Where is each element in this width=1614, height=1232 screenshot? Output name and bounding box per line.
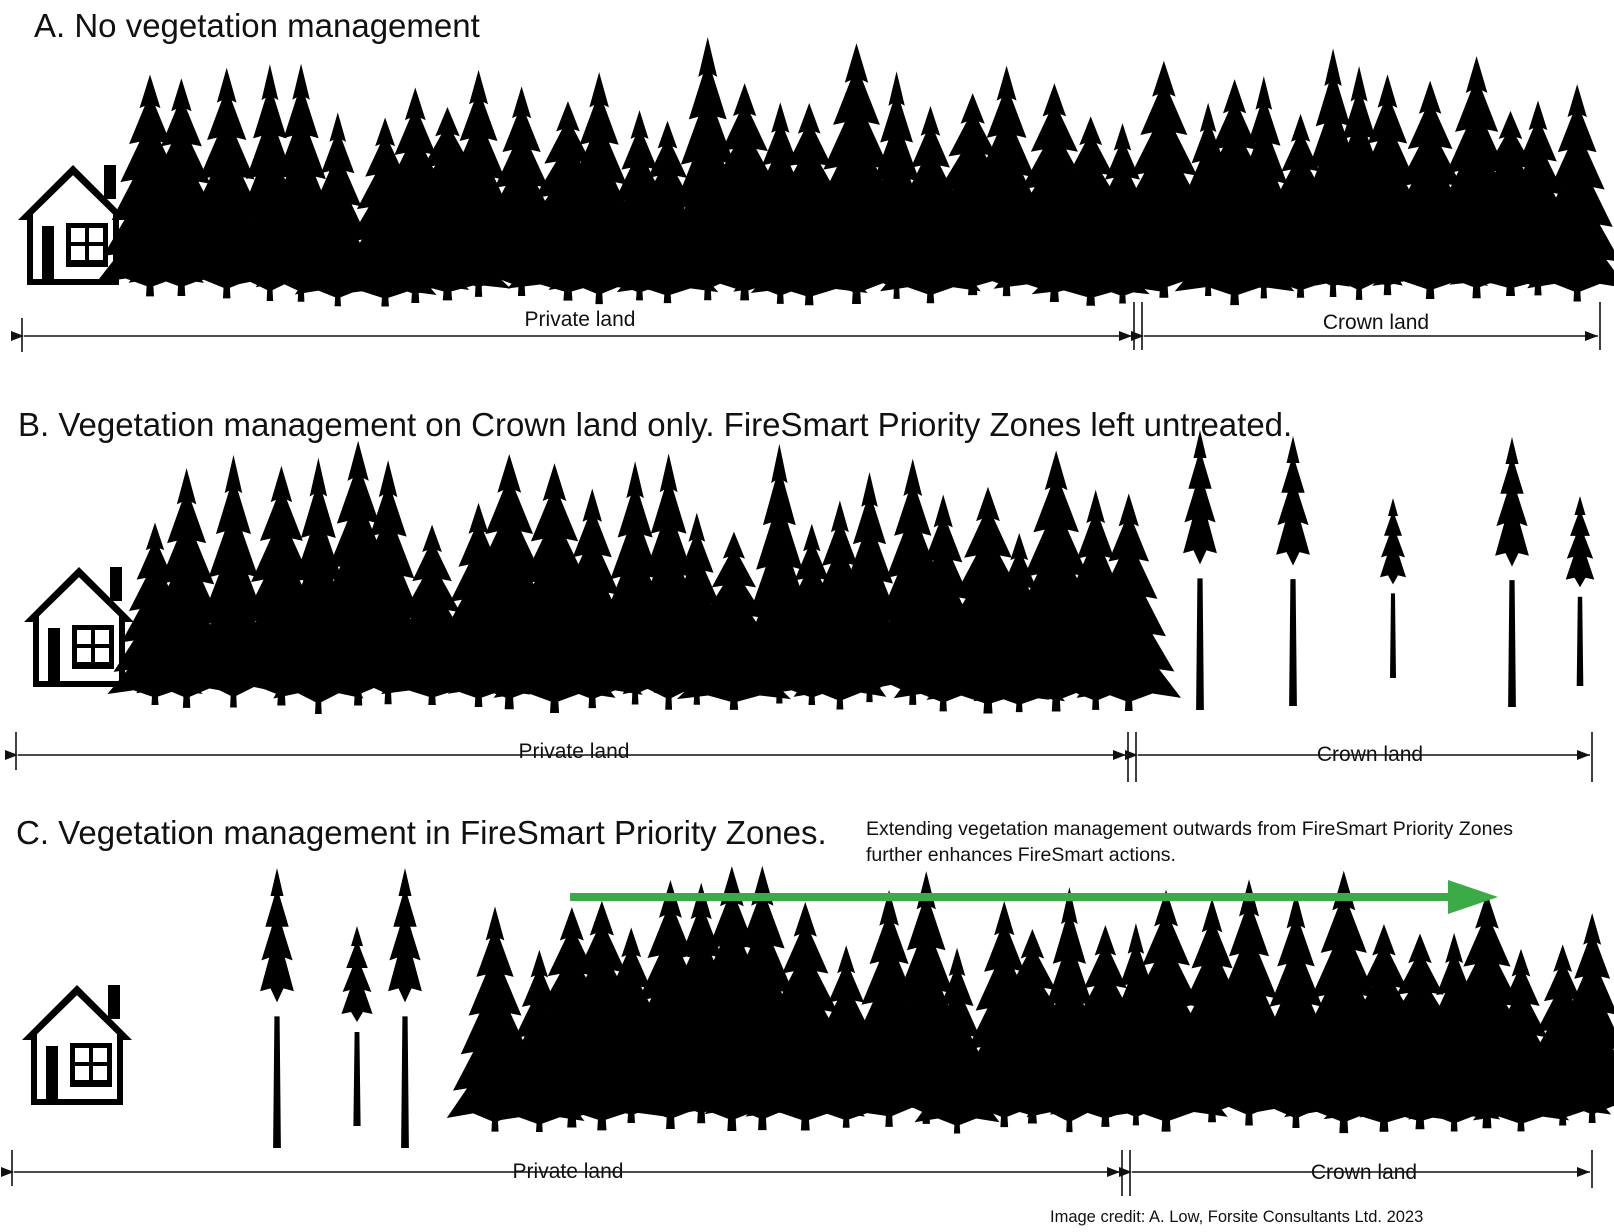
- private-land-label-b: Private land: [518, 740, 630, 763]
- thinned-tree: [1380, 498, 1406, 678]
- forest-panel-c: [260, 865, 1614, 1148]
- house-icon: [18, 165, 128, 285]
- private-land-label-a: Private land: [524, 308, 636, 331]
- panel-c-title: C. Vegetation management in FireSmart Pr…: [16, 814, 827, 851]
- green-arrow-right: [570, 880, 1498, 914]
- crown-land-label-c: Crown land: [1310, 1161, 1418, 1184]
- private-land-label-c: Private land: [512, 1160, 624, 1183]
- thinned-tree: [388, 868, 422, 1148]
- forest-panel-b: [107, 430, 1595, 714]
- image-credit: Image credit: A. Low, Forsite Consultant…: [1050, 1208, 1424, 1226]
- panel-a-title: A. No vegetation management: [34, 7, 480, 44]
- thinned-tree: [1276, 436, 1310, 706]
- thinned-tree: [1565, 496, 1595, 686]
- thinned-tree: [260, 868, 294, 1148]
- house-icon: [22, 985, 132, 1105]
- dimension-lines-b: [5, 732, 1593, 782]
- crown-land-label-b: Crown land: [1316, 743, 1424, 766]
- dimension-lines-a: [11, 302, 1601, 352]
- crown-land-label-a: Crown land: [1322, 311, 1430, 334]
- dimension-lines-c: [1, 1150, 1593, 1196]
- thinned-tree: [1183, 430, 1217, 710]
- panel-c-note: Extending vegetation management outwards…: [866, 818, 1514, 867]
- forest-panel-a: [95, 36, 1614, 307]
- thinned-tree: [1495, 437, 1529, 707]
- thinned-tree: [341, 926, 373, 1126]
- house-icon: [24, 567, 134, 687]
- panel-b-title: B. Vegetation management on Crown land o…: [18, 406, 1293, 443]
